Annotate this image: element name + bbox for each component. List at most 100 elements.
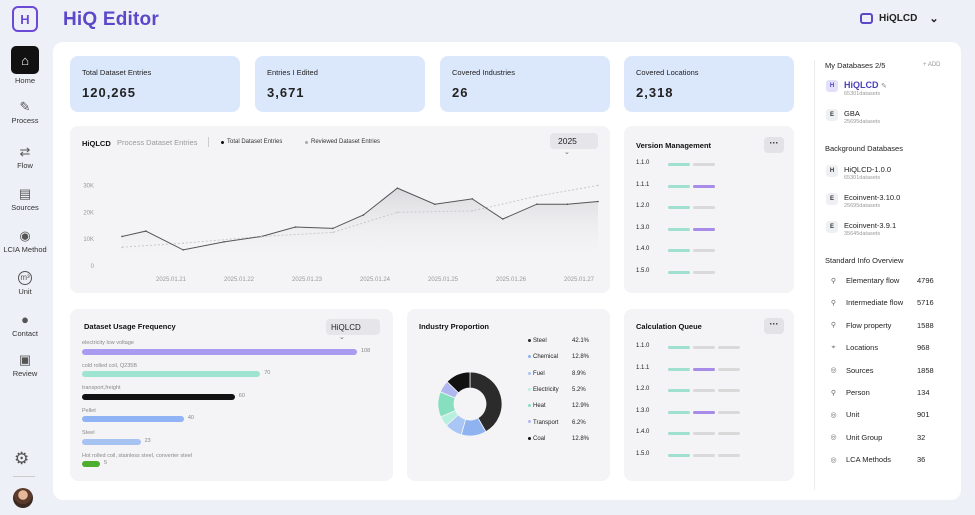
- standard-info-name: Sources: [846, 365, 874, 375]
- total-entries-point: [597, 200, 599, 203]
- year-select-value: 2025: [558, 136, 577, 146]
- y-tick-label: 0: [91, 264, 95, 270]
- queue-bar-segment: [668, 410, 690, 414]
- total-entries-point: [145, 230, 147, 232]
- user-avatar[interactable]: [13, 488, 33, 508]
- usage-row[interactable]: Pellet 40: [82, 408, 194, 423]
- standard-info-name: Unit: [846, 410, 860, 420]
- industry-percent: 5.2%: [572, 386, 586, 393]
- nav-item-unit[interactable]: m³ Unit: [0, 271, 50, 296]
- bg-db-item[interactable]: E Ecoinvent-3.9.1 35645datasets: [826, 221, 896, 237]
- industry-name: Transport: [533, 419, 559, 426]
- usage-row[interactable]: electricity low voltage 108: [82, 340, 370, 355]
- flow-property-icon: ⚲: [830, 322, 837, 330]
- add-database-button[interactable]: + ADD: [923, 62, 941, 68]
- queue-row[interactable]: 1.3.0: [636, 407, 650, 414]
- standard-info-row[interactable]: ⌖ Locations 968: [829, 343, 947, 352]
- database-name: Ecoinvent-3.9.1: [844, 221, 897, 230]
- version-row[interactable]: 1.2.0: [636, 203, 650, 210]
- app-logo[interactable]: H: [12, 6, 38, 32]
- standard-info-value: 4796: [917, 276, 934, 285]
- industry-name: Coal: [533, 435, 546, 442]
- queue-row[interactable]: 1.5.0: [636, 451, 650, 457]
- version-row[interactable]: 1.4.0: [636, 246, 650, 253]
- version-row[interactable]: 1.3.0: [636, 224, 650, 231]
- edit-icon[interactable]: ✎: [881, 83, 887, 90]
- standard-info-value: 5716: [917, 298, 934, 308]
- nav-label: Sources: [11, 203, 39, 212]
- industry-legend-item: Steel 42.1%: [528, 338, 589, 344]
- chevron-down-icon: ⌄: [339, 334, 345, 341]
- standard-info-value: 32: [917, 432, 926, 442]
- usage-row[interactable]: transport,freight 60: [82, 385, 245, 400]
- standard-info-row[interactable]: ⚲ Flow property 1588: [829, 321, 947, 330]
- version-bar-segment: [668, 249, 690, 253]
- database-name: GBA: [844, 109, 860, 118]
- stat-value: 120,265: [82, 85, 136, 100]
- version-progress: [668, 227, 715, 231]
- queue-row[interactable]: 1.1.1: [636, 364, 650, 371]
- version-bar-segment: [693, 249, 715, 253]
- nav-item-review[interactable]: ▣ Review: [0, 353, 50, 379]
- donut-slice-steel[interactable]: [469, 371, 503, 433]
- nav-item-lcia-method[interactable]: ◉ LCIA Method: [0, 229, 50, 255]
- version-bar-segment: [693, 271, 715, 274]
- year-select[interactable]: 2025 ⌄: [550, 133, 598, 156]
- standard-info-row[interactable]: ◎ LCA Methods 36: [829, 455, 947, 464]
- my-db-hiqlcd[interactable]: H HiQLCD ✎ 65301datasets: [826, 80, 887, 97]
- standard-info-title: Standard Info Overview: [825, 256, 904, 265]
- nav-item-sources[interactable]: ▤ Sources: [0, 187, 50, 213]
- nav-label: LCIA Method: [3, 245, 47, 254]
- standard-info-row[interactable]: ⚲ Elementary flow 4796: [829, 276, 947, 285]
- nav-item-contact[interactable]: ● Contact: [0, 312, 50, 339]
- standard-info-value: 901: [917, 410, 930, 420]
- my-db-gba[interactable]: E GBA 25695datasets: [826, 109, 880, 125]
- standard-info-row[interactable]: ⚲ Person 134: [829, 388, 947, 397]
- legend-label: Total Dataset Entries: [227, 139, 283, 145]
- queue-row[interactable]: 1.2.0: [636, 386, 650, 393]
- standard-info-row[interactable]: ◎ Sources 1858: [829, 366, 947, 375]
- donut-slice-coal[interactable]: [446, 371, 471, 394]
- queue-row[interactable]: 1.4.0: [636, 429, 650, 436]
- usage-row-bar: [82, 393, 235, 400]
- industry-legend-item: Chemical 12.8%: [528, 354, 589, 360]
- usage-row[interactable]: cold rolled coil, Q235B 70: [82, 363, 270, 378]
- standard-info-value: 134: [917, 388, 930, 397]
- nav-item-process[interactable]: ✎ Process: [0, 100, 50, 126]
- stat-value: 26: [452, 85, 469, 100]
- industry-percent: 6.2%: [572, 419, 586, 426]
- bg-db-item[interactable]: H HiQLCD-1.0.0 65301datasets: [826, 165, 891, 181]
- standard-info-row[interactable]: ◎ Unit Group 32: [829, 433, 947, 442]
- version-more-button[interactable]: ···: [764, 137, 784, 153]
- version-row[interactable]: 1.1.1: [636, 181, 650, 188]
- industry-percent: 8.9%: [572, 370, 586, 377]
- settings-gear-icon[interactable]: ⚙: [14, 449, 30, 468]
- nav-item-flow[interactable]: ⇄ Flow: [0, 145, 50, 171]
- home-icon: ⌂: [11, 46, 39, 74]
- standard-info-row[interactable]: ⚲ Intermediate flow 5716: [829, 298, 947, 307]
- queue-bar-segment: [668, 454, 690, 457]
- standard-info-value: 36: [917, 455, 926, 465]
- queue-more-button[interactable]: ···: [764, 318, 784, 334]
- version-row[interactable]: 1.5.0: [636, 268, 650, 274]
- usage-row[interactable]: Hot rolled coil, stainless steel, conver…: [82, 453, 192, 468]
- nav-item-home[interactable]: ⌂ Home: [0, 46, 50, 85]
- bg-db-item[interactable]: E Ecoinvent-3.10.0 25695datasets: [826, 193, 900, 209]
- dataset-usage-title: Dataset Usage Frequency: [84, 322, 176, 331]
- standard-info-row[interactable]: ◎ Unit 901: [829, 410, 947, 419]
- queue-row[interactable]: 1.1.0: [636, 343, 650, 349]
- person-icon: ●: [21, 312, 29, 327]
- database-switcher[interactable]: HiQLCD ⌄: [860, 12, 939, 25]
- version-row[interactable]: 1.1.0: [636, 160, 650, 166]
- legend-dot: [221, 140, 224, 144]
- usage-database-select[interactable]: HiQLCD ⌄: [326, 319, 380, 341]
- industry-legend-item: Transport 6.2%: [528, 420, 586, 426]
- industry-percent: 12.9%: [572, 403, 590, 410]
- unit-icon: m³: [18, 271, 32, 285]
- usage-row-value: 60: [238, 392, 245, 399]
- database-name: HiQLCD-1.0.0: [844, 165, 892, 174]
- usage-select-value: HiQLCD: [331, 323, 361, 332]
- queue-bar-segment: [718, 432, 740, 436]
- right-panel: My Databases 2/5 + ADD H HiQLCD ✎ 65301d…: [814, 42, 961, 500]
- usage-row[interactable]: Steel 23: [82, 430, 151, 445]
